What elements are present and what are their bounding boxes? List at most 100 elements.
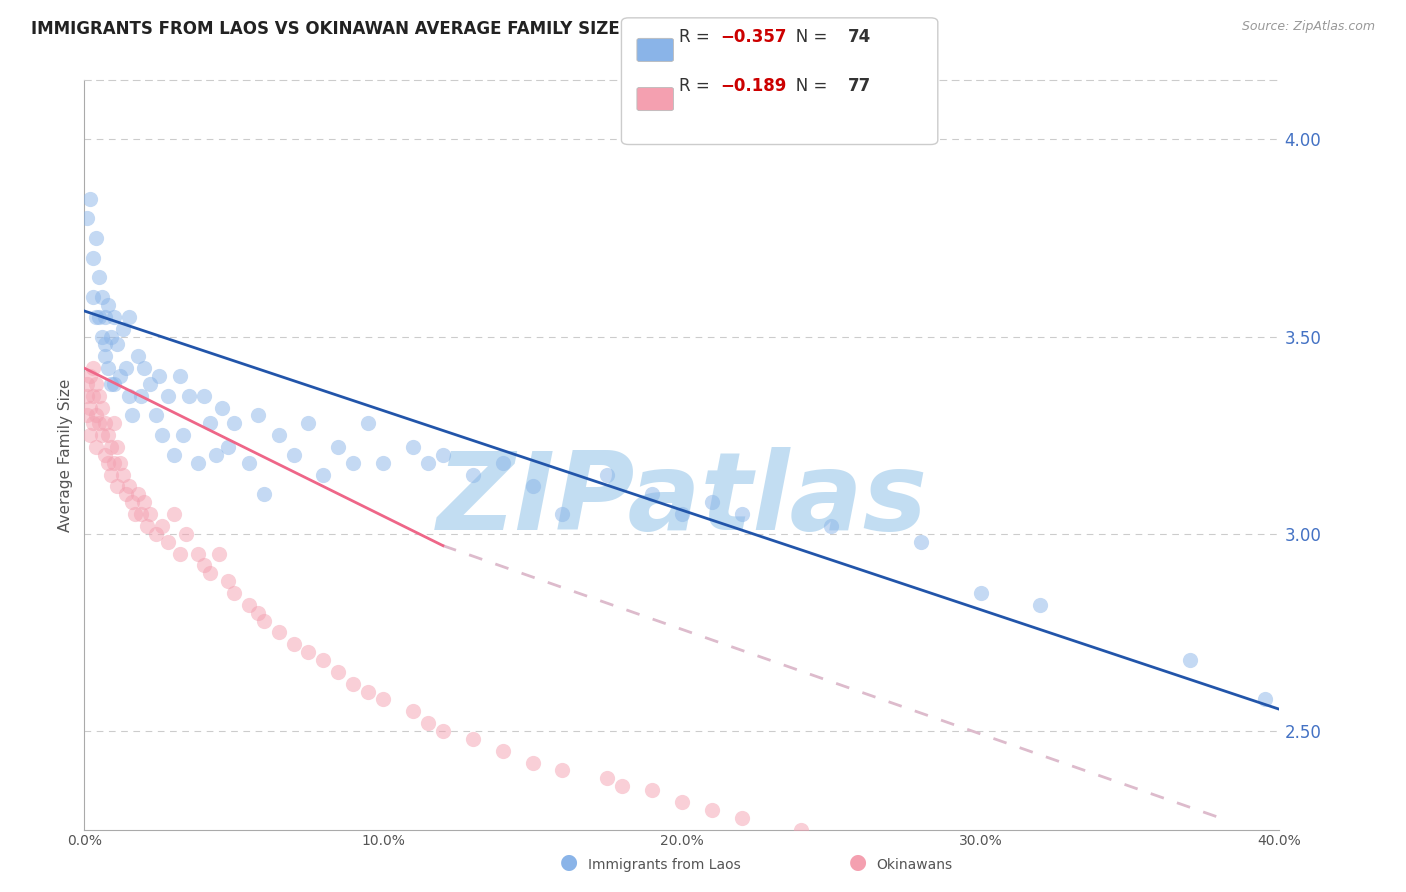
- Point: [112, 322, 135, 336]
- Point: [112, 467, 135, 482]
- Point: [82, 361, 104, 376]
- Point: [238, 456, 260, 470]
- Text: 77: 77: [848, 77, 872, 95]
- Point: [297, 417, 319, 431]
- Point: [103, 310, 125, 324]
- Text: ●: ●: [561, 853, 578, 872]
- Point: [157, 389, 180, 403]
- Text: −0.357: −0.357: [720, 28, 786, 45]
- Point: [86, 376, 108, 391]
- Point: [312, 467, 335, 482]
- Point: [461, 467, 484, 482]
- Point: [91, 401, 114, 415]
- Point: [283, 448, 305, 462]
- Point: [671, 507, 693, 521]
- Text: Okinawans: Okinawans: [876, 858, 952, 872]
- Point: [150, 519, 173, 533]
- Point: [82, 251, 104, 265]
- Point: [157, 534, 180, 549]
- Point: [100, 376, 122, 391]
- Point: [461, 731, 484, 746]
- Point: [267, 428, 290, 442]
- Point: [100, 440, 122, 454]
- Point: [596, 467, 619, 482]
- Y-axis label: Average Family Size: Average Family Size: [58, 378, 73, 532]
- Point: [253, 487, 276, 501]
- Point: [103, 417, 125, 431]
- Point: [132, 495, 156, 509]
- Point: [127, 349, 149, 363]
- Point: [193, 389, 215, 403]
- Point: [82, 389, 104, 403]
- Point: [163, 507, 186, 521]
- Point: [641, 783, 664, 797]
- Point: [139, 507, 162, 521]
- Point: [208, 547, 231, 561]
- Point: [222, 586, 245, 600]
- Point: [492, 744, 515, 758]
- Point: [851, 834, 873, 848]
- Point: [145, 409, 167, 423]
- Point: [105, 337, 128, 351]
- Point: [94, 417, 117, 431]
- Point: [612, 779, 634, 793]
- Point: [150, 428, 173, 442]
- Text: ●: ●: [849, 853, 866, 872]
- Point: [79, 369, 101, 384]
- Point: [115, 487, 138, 501]
- Point: [671, 795, 693, 809]
- Point: [328, 665, 350, 679]
- Point: [492, 456, 515, 470]
- Point: [198, 566, 221, 581]
- Point: [522, 479, 544, 493]
- Point: [790, 822, 813, 837]
- Point: [551, 764, 574, 778]
- Point: [110, 369, 132, 384]
- Point: [217, 440, 239, 454]
- Point: [522, 756, 544, 770]
- Point: [402, 704, 425, 718]
- Point: [169, 547, 191, 561]
- Point: [76, 389, 98, 403]
- Point: [145, 526, 167, 541]
- Point: [103, 376, 125, 391]
- Point: [86, 440, 108, 454]
- Point: [312, 653, 335, 667]
- Point: [91, 290, 114, 304]
- Point: [970, 850, 993, 864]
- Point: [86, 310, 108, 324]
- Point: [82, 290, 104, 304]
- Point: [79, 401, 101, 415]
- Point: [89, 310, 111, 324]
- Point: [79, 428, 101, 442]
- Text: IMMIGRANTS FROM LAOS VS OKINAWAN AVERAGE FAMILY SIZE CORRELATION CHART: IMMIGRANTS FROM LAOS VS OKINAWAN AVERAGE…: [31, 20, 825, 37]
- Point: [100, 329, 122, 343]
- Point: [1029, 598, 1052, 612]
- Point: [267, 625, 290, 640]
- Point: [222, 417, 245, 431]
- Point: [172, 428, 194, 442]
- Point: [342, 676, 364, 690]
- Point: [86, 409, 108, 423]
- Point: [1253, 692, 1275, 706]
- Point: [357, 684, 380, 698]
- Point: [416, 716, 439, 731]
- Point: [910, 842, 932, 856]
- Point: [76, 409, 98, 423]
- Point: [103, 456, 125, 470]
- Point: [373, 456, 395, 470]
- Point: [177, 389, 200, 403]
- Point: [373, 692, 395, 706]
- Point: [129, 507, 152, 521]
- Point: [283, 637, 305, 651]
- Point: [148, 369, 170, 384]
- Point: [297, 645, 319, 659]
- Text: R =: R =: [679, 28, 716, 45]
- Point: [76, 376, 98, 391]
- Point: [89, 270, 111, 285]
- Point: [731, 507, 754, 521]
- Point: [132, 361, 156, 376]
- Point: [596, 772, 619, 786]
- Point: [118, 310, 141, 324]
- Point: [641, 487, 664, 501]
